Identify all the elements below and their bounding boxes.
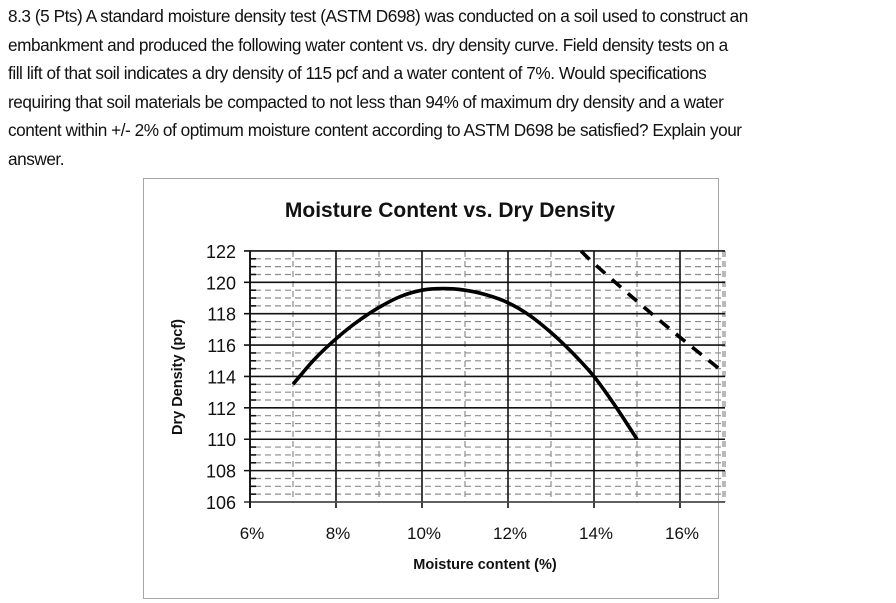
x-tick-label: 10% [407, 524, 441, 543]
question-line: requiring that soil materials be compact… [8, 91, 724, 112]
x-tick-label: 14% [579, 524, 613, 543]
compaction-curve [291, 286, 639, 441]
data-series [291, 249, 725, 441]
zero-air-voids-line [579, 249, 725, 374]
y-tick-label: 112 [207, 399, 236, 419]
axes [244, 250, 725, 508]
y-axis-title: Dry Density (pcf) [170, 319, 186, 435]
y-tick-label: 122 [206, 242, 236, 262]
question-line: 8.3 (5 Pts) A standard moisture density … [8, 6, 748, 26]
question-line: answer. [8, 148, 65, 169]
chart-title: Moisture Content vs. Dry Density [285, 199, 616, 222]
y-tick-label: 116 [207, 336, 236, 356]
x-axis-title: Moisture content (%) [413, 557, 557, 573]
question-text: 8.3 (5 Pts) A standard moisture density … [8, 2, 892, 174]
question-line: fill lift of that soil indicates a dry d… [8, 63, 707, 84]
x-tick-label: 8% [326, 524, 351, 543]
x-tick-label: 6% [240, 524, 265, 543]
y-tick-label: 118 [207, 305, 236, 325]
y-tick-label: 110 [207, 430, 236, 450]
x-tick-label: 12% [493, 524, 527, 543]
question-line: embankment and produced the following wa… [8, 34, 728, 55]
x-tick-label: 16% [665, 524, 699, 543]
y-tick-label: 108 [206, 462, 236, 482]
question-line: content within +/- 2% of optimum moistur… [8, 120, 742, 141]
y-tick-label: 106 [206, 493, 236, 513]
y-tick-label: 120 [206, 273, 236, 293]
minor-gridlines [255, 250, 726, 502]
major-gridlines [244, 250, 725, 508]
chart-frame [143, 178, 719, 599]
y-tick-label: 114 [207, 367, 236, 387]
